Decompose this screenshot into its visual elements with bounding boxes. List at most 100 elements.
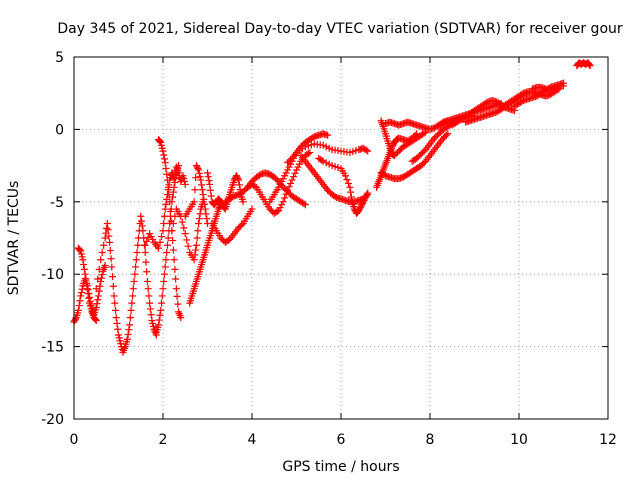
data-point	[334, 164, 342, 172]
data-point	[164, 183, 172, 191]
data-point	[103, 224, 111, 232]
data-point	[124, 331, 132, 339]
data-point	[166, 207, 174, 215]
data-point	[130, 277, 138, 285]
series-trace-7	[155, 136, 185, 322]
data-point	[349, 148, 357, 156]
data-point	[155, 244, 163, 252]
data-point	[319, 157, 327, 165]
tick-labels: 0 2 4 6 8 10 12 -20 -15 -10 -5 0 5	[41, 50, 617, 448]
data-point	[112, 314, 120, 322]
data-point	[160, 155, 168, 163]
data-point	[239, 198, 247, 206]
x-tick-label: 8	[426, 432, 435, 448]
x-tick-label: 12	[599, 432, 617, 448]
data-point	[279, 198, 287, 206]
data-point	[195, 169, 203, 177]
data-point	[103, 220, 111, 228]
y-tick-label: -10	[41, 267, 64, 283]
x-tick-label: 4	[248, 432, 257, 448]
data-point	[101, 262, 109, 270]
data-point	[159, 147, 167, 155]
data-point	[234, 175, 242, 183]
data-point	[178, 218, 186, 226]
data-point	[183, 236, 191, 244]
data-point	[137, 217, 145, 225]
data-point	[143, 277, 151, 285]
data-point	[172, 275, 180, 283]
data-point	[273, 207, 281, 215]
data-point	[331, 163, 339, 171]
data-point	[146, 305, 154, 313]
data-point	[144, 234, 152, 242]
data-point	[169, 193, 177, 201]
data-point	[309, 134, 317, 142]
data-point	[92, 304, 100, 312]
data-point	[158, 299, 166, 307]
data-point	[104, 226, 112, 234]
data-point	[285, 183, 293, 191]
data-point	[158, 292, 166, 300]
data-point	[420, 147, 428, 155]
data-point	[341, 172, 349, 180]
data-point	[170, 256, 178, 264]
data-point	[362, 146, 370, 154]
data-point	[560, 82, 567, 90]
data-point	[163, 170, 171, 178]
data-point	[197, 176, 205, 184]
data-point	[169, 188, 177, 196]
data-point	[126, 314, 134, 322]
data-point	[165, 191, 173, 199]
data-point	[97, 274, 105, 282]
data-point	[131, 270, 139, 278]
data-point	[304, 142, 312, 150]
data-point	[193, 234, 201, 242]
data-point	[181, 180, 189, 188]
data-point	[170, 183, 178, 191]
data-point	[160, 151, 168, 159]
data-point	[444, 130, 452, 138]
data-point	[128, 299, 136, 307]
data-point	[109, 273, 117, 281]
data-point	[380, 171, 388, 179]
data-point	[184, 242, 192, 250]
data-point	[100, 241, 108, 249]
data-point	[344, 179, 352, 187]
data-point	[347, 188, 355, 196]
data-point	[235, 181, 243, 189]
data-point	[98, 248, 106, 256]
series-trace-25	[448, 96, 519, 129]
data-point	[181, 230, 189, 238]
series-trace-3	[92, 220, 131, 356]
data-point	[161, 263, 169, 271]
data-point	[156, 311, 164, 319]
data-point	[110, 292, 118, 300]
data-point	[76, 297, 84, 305]
data-point	[80, 261, 88, 269]
data-point	[112, 306, 120, 314]
data-point	[290, 173, 298, 181]
data-point	[238, 221, 246, 229]
data-point	[80, 265, 88, 273]
data-point	[92, 317, 100, 325]
data-point	[287, 156, 295, 164]
data-point	[168, 227, 176, 235]
data-point	[161, 159, 169, 167]
data-point	[169, 236, 177, 244]
data-point	[160, 212, 168, 220]
data-point	[235, 176, 243, 184]
data-point	[123, 335, 131, 343]
data-point	[174, 300, 182, 308]
data-point	[160, 270, 168, 278]
data-point	[141, 248, 149, 256]
data-point	[126, 321, 134, 329]
data-point	[287, 179, 295, 187]
data-point	[180, 224, 188, 232]
data-point	[164, 234, 172, 242]
data-point	[306, 149, 314, 157]
data-point	[192, 246, 200, 254]
data-point	[364, 189, 372, 197]
data-point	[291, 169, 299, 177]
data-point	[156, 238, 164, 246]
data-point	[328, 162, 336, 170]
